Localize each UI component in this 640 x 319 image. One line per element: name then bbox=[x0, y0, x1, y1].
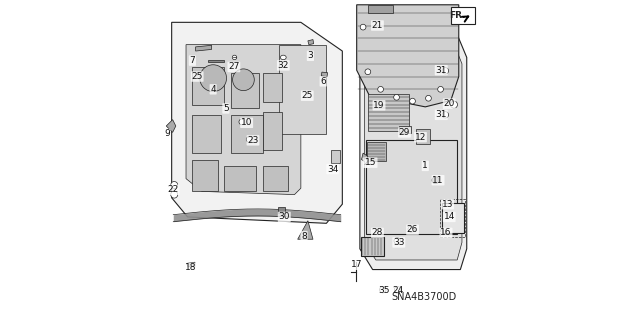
Text: 2: 2 bbox=[364, 158, 369, 167]
Ellipse shape bbox=[280, 55, 286, 60]
Circle shape bbox=[394, 94, 399, 100]
Circle shape bbox=[442, 112, 449, 118]
FancyBboxPatch shape bbox=[451, 7, 476, 24]
Text: 19: 19 bbox=[373, 101, 385, 110]
Text: 21: 21 bbox=[372, 21, 383, 30]
Polygon shape bbox=[278, 45, 326, 134]
Text: 23: 23 bbox=[247, 136, 259, 145]
Circle shape bbox=[394, 286, 401, 293]
Polygon shape bbox=[308, 40, 314, 45]
Bar bbox=[442, 203, 463, 233]
Circle shape bbox=[171, 182, 178, 189]
Text: 25: 25 bbox=[191, 72, 203, 81]
Polygon shape bbox=[362, 153, 368, 163]
Polygon shape bbox=[188, 262, 195, 266]
Circle shape bbox=[200, 65, 227, 92]
Circle shape bbox=[232, 55, 237, 60]
Text: 1: 1 bbox=[422, 161, 428, 170]
Circle shape bbox=[246, 137, 252, 142]
Bar bbox=[193, 160, 218, 191]
Polygon shape bbox=[209, 60, 224, 62]
Text: 10: 10 bbox=[241, 118, 252, 127]
Text: 33: 33 bbox=[393, 238, 404, 247]
Text: 20: 20 bbox=[444, 99, 455, 108]
Bar bbox=[366, 140, 457, 234]
Circle shape bbox=[360, 24, 366, 30]
Polygon shape bbox=[321, 72, 328, 77]
Circle shape bbox=[239, 119, 244, 125]
Polygon shape bbox=[186, 45, 301, 195]
Text: 22: 22 bbox=[168, 185, 179, 194]
Polygon shape bbox=[172, 22, 342, 223]
Bar bbox=[262, 73, 282, 102]
Circle shape bbox=[232, 69, 254, 91]
Polygon shape bbox=[166, 120, 176, 132]
Text: 34: 34 bbox=[327, 165, 339, 174]
Polygon shape bbox=[360, 19, 467, 270]
Circle shape bbox=[451, 101, 458, 108]
Polygon shape bbox=[365, 32, 462, 260]
Text: 28: 28 bbox=[372, 228, 383, 237]
Bar bbox=[224, 166, 256, 191]
Bar bbox=[440, 199, 465, 237]
Bar bbox=[230, 115, 262, 153]
Bar bbox=[193, 67, 224, 105]
Text: 13: 13 bbox=[442, 200, 453, 209]
Text: 6: 6 bbox=[320, 77, 326, 86]
Text: 9: 9 bbox=[164, 130, 170, 138]
Text: SNA4B3700D: SNA4B3700D bbox=[391, 292, 456, 302]
Text: FR.: FR. bbox=[449, 11, 465, 20]
Text: 31: 31 bbox=[435, 66, 447, 75]
Polygon shape bbox=[196, 45, 212, 51]
Bar bbox=[278, 207, 285, 213]
Text: 12: 12 bbox=[415, 133, 426, 142]
Circle shape bbox=[380, 286, 386, 293]
Text: 26: 26 bbox=[407, 225, 418, 234]
Text: 5: 5 bbox=[223, 104, 228, 113]
Circle shape bbox=[410, 98, 415, 104]
Text: 25: 25 bbox=[301, 91, 313, 100]
Text: 29: 29 bbox=[399, 128, 410, 137]
Circle shape bbox=[438, 86, 444, 92]
Circle shape bbox=[442, 68, 449, 74]
Circle shape bbox=[426, 95, 431, 101]
Text: 14: 14 bbox=[444, 212, 455, 221]
Bar bbox=[262, 166, 288, 191]
Text: 17: 17 bbox=[351, 260, 362, 269]
Circle shape bbox=[378, 86, 383, 92]
Text: 27: 27 bbox=[228, 63, 239, 71]
Text: 3: 3 bbox=[308, 51, 314, 60]
Text: 30: 30 bbox=[278, 212, 290, 221]
Text: 24: 24 bbox=[392, 286, 404, 295]
Text: 31: 31 bbox=[435, 110, 447, 119]
Text: 7: 7 bbox=[189, 56, 195, 65]
Text: 16: 16 bbox=[440, 228, 452, 237]
Circle shape bbox=[432, 177, 439, 184]
Text: 11: 11 bbox=[432, 176, 444, 185]
Bar bbox=[330, 150, 340, 163]
Circle shape bbox=[365, 69, 371, 75]
Bar bbox=[399, 126, 412, 133]
Polygon shape bbox=[298, 221, 313, 239]
Bar bbox=[367, 142, 387, 161]
Text: 8: 8 bbox=[301, 232, 307, 241]
Bar bbox=[262, 112, 282, 150]
Text: 4: 4 bbox=[211, 85, 216, 94]
Text: 32: 32 bbox=[278, 61, 289, 70]
Polygon shape bbox=[356, 5, 459, 107]
Circle shape bbox=[408, 226, 415, 232]
Text: 15: 15 bbox=[365, 158, 377, 167]
Bar bbox=[417, 129, 429, 144]
Text: 35: 35 bbox=[378, 286, 390, 295]
Circle shape bbox=[394, 238, 401, 244]
Text: 18: 18 bbox=[185, 263, 196, 272]
Bar bbox=[368, 94, 410, 131]
Bar bbox=[230, 73, 259, 108]
Bar bbox=[361, 237, 384, 256]
Bar bbox=[193, 115, 221, 153]
Circle shape bbox=[171, 191, 178, 198]
Polygon shape bbox=[368, 5, 394, 13]
